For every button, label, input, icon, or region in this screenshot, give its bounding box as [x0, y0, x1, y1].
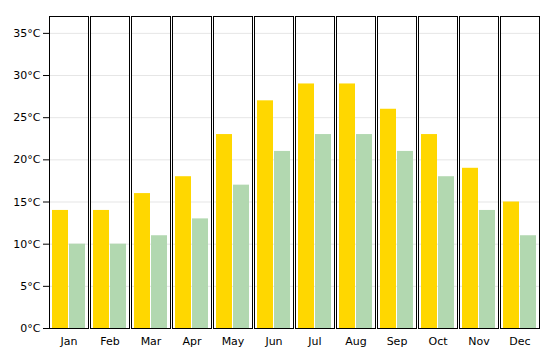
svg-text:Nov: Nov: [468, 335, 490, 348]
svg-text:Jul: Jul: [307, 335, 321, 348]
svg-text:5°C: 5°C: [20, 280, 40, 293]
svg-text:0°C: 0°C: [20, 322, 40, 335]
svg-text:15°C: 15°C: [13, 196, 40, 209]
svg-text:30°C: 30°C: [13, 69, 40, 82]
svg-text:Feb: Feb: [100, 335, 119, 348]
svg-text:20°C: 20°C: [13, 153, 40, 166]
svg-text:May: May: [222, 335, 245, 348]
svg-text:Jan: Jan: [60, 335, 78, 348]
svg-text:Oct: Oct: [428, 335, 448, 348]
svg-text:35°C: 35°C: [13, 27, 40, 40]
svg-text:Aug: Aug: [345, 335, 366, 348]
svg-text:Dec: Dec: [509, 335, 530, 348]
svg-text:Jun: Jun: [264, 335, 282, 348]
svg-text:Sep: Sep: [387, 335, 408, 348]
svg-text:Apr: Apr: [182, 335, 202, 348]
svg-text:10°C: 10°C: [13, 238, 40, 251]
svg-text:25°C: 25°C: [13, 111, 40, 124]
svg-text:Mar: Mar: [141, 335, 162, 348]
